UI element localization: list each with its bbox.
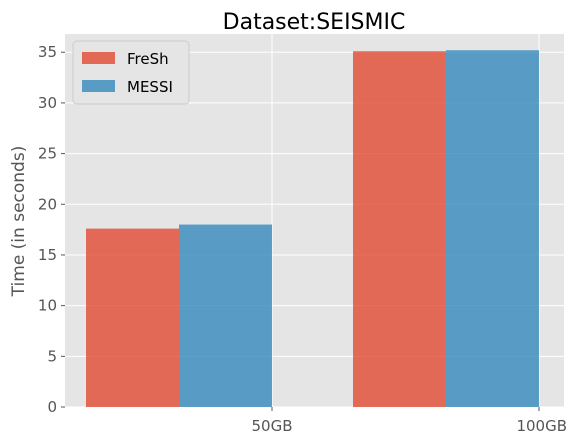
- y-tick-label: 15: [38, 246, 57, 264]
- legend-swatch-fresh: [82, 52, 115, 64]
- chart-title: Dataset:SEISMIC: [223, 10, 406, 35]
- x-tick-label: 50GB: [251, 417, 292, 435]
- bar-messi-50gb: [179, 224, 272, 407]
- bar-fresh-100gb: [353, 51, 446, 407]
- bars: [86, 50, 539, 407]
- y-tick-label: 20: [38, 195, 57, 213]
- bar-fresh-50gb: [86, 228, 179, 407]
- legend-label-messi: MESSI: [127, 78, 173, 96]
- y-tick-label: 5: [47, 347, 57, 365]
- legend-swatch-messi: [82, 80, 115, 92]
- x-tick-label: 100GB: [516, 417, 567, 435]
- legend: FreSh MESSI: [72, 40, 190, 105]
- bar-messi-100gb: [446, 50, 539, 407]
- y-tick-label: 30: [38, 94, 57, 112]
- y-tick-label: 25: [38, 145, 57, 163]
- y-tick-label: 0: [47, 398, 57, 416]
- y-tick-label: 10: [38, 297, 57, 315]
- x-tick-labels: 50GB 100GB: [251, 407, 567, 435]
- y-axis-label: Time (in seconds): [9, 146, 29, 298]
- y-tick-label: 35: [38, 43, 57, 61]
- legend-label-fresh: FreSh: [127, 50, 169, 68]
- y-tick-labels: 0 5 10 15 20 25 30 35: [38, 43, 65, 416]
